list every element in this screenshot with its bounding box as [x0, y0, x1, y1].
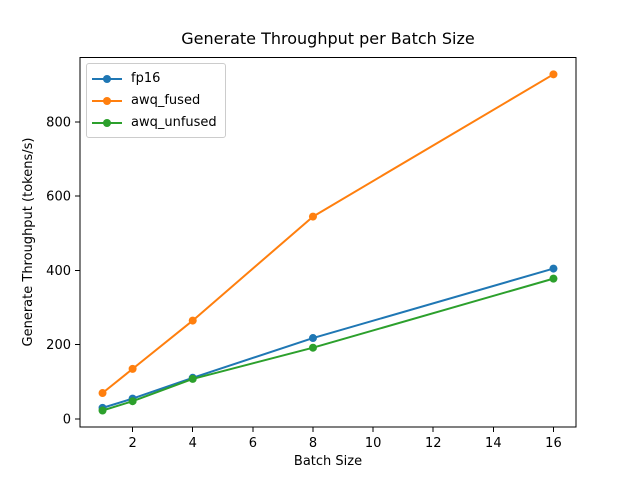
x-tick-label: 16: [545, 436, 562, 451]
legend-line-marker-swatch: [92, 118, 122, 127]
legend-label: awq_unfused: [131, 115, 217, 130]
legend-line-marker-swatch: [92, 74, 122, 83]
data-point-awq_unfused-batch-4: [188, 374, 197, 383]
data-point-awq_fused-batch-2: [128, 364, 137, 373]
data-point-awq_fused-batch-16: [549, 70, 558, 79]
x-tick-label: 10: [365, 436, 382, 451]
legend-item-fp16: fp16: [92, 68, 217, 89]
y-tick-label: 600: [46, 190, 71, 205]
x-tick-label: 2: [128, 436, 136, 451]
x-tick-label: 12: [425, 436, 442, 451]
y-tick-label: 400: [46, 264, 71, 279]
legend: fp16 awq_fused awq_unfused: [86, 63, 226, 138]
y-axis-label: Generate Throughput (tokens/s): [21, 137, 36, 347]
data-point-fp16-batch-16: [549, 264, 558, 273]
y-tick-label: 0: [63, 413, 71, 428]
x-axis-label: Batch Size: [293, 454, 363, 469]
y-tick-label: 800: [46, 115, 71, 130]
data-point-awq_fused-batch-1: [98, 389, 107, 398]
data-point-awq_unfused-batch-16: [549, 274, 558, 283]
plot-border: [79, 57, 577, 428]
data-point-awq_unfused-batch-2: [128, 397, 137, 406]
data-point-fp16-batch-8: [308, 334, 317, 343]
data-point-awq_fused-batch-4: [188, 316, 197, 325]
y-tick-label: 200: [46, 338, 71, 353]
data-point-awq_unfused-batch-8: [308, 343, 317, 352]
legend-item-awq_unfused: awq_unfused: [92, 112, 217, 133]
x-tick-label: 6: [249, 436, 257, 451]
legend-label: fp16: [131, 71, 161, 86]
series-line-awq_unfused: [101, 277, 555, 412]
x-tick-label: 8: [309, 436, 317, 451]
legend-item-awq_fused: awq_fused: [92, 90, 217, 111]
legend-line-marker-swatch: [92, 96, 122, 105]
x-tick-label: 14: [485, 436, 502, 451]
data-point-awq_fused-batch-8: [308, 212, 317, 221]
x-tick-label: 4: [189, 436, 197, 451]
chart-title: Generate Throughput per Batch Size: [181, 29, 475, 48]
legend-label: awq_fused: [131, 93, 201, 108]
data-point-awq_unfused-batch-1: [98, 406, 107, 415]
